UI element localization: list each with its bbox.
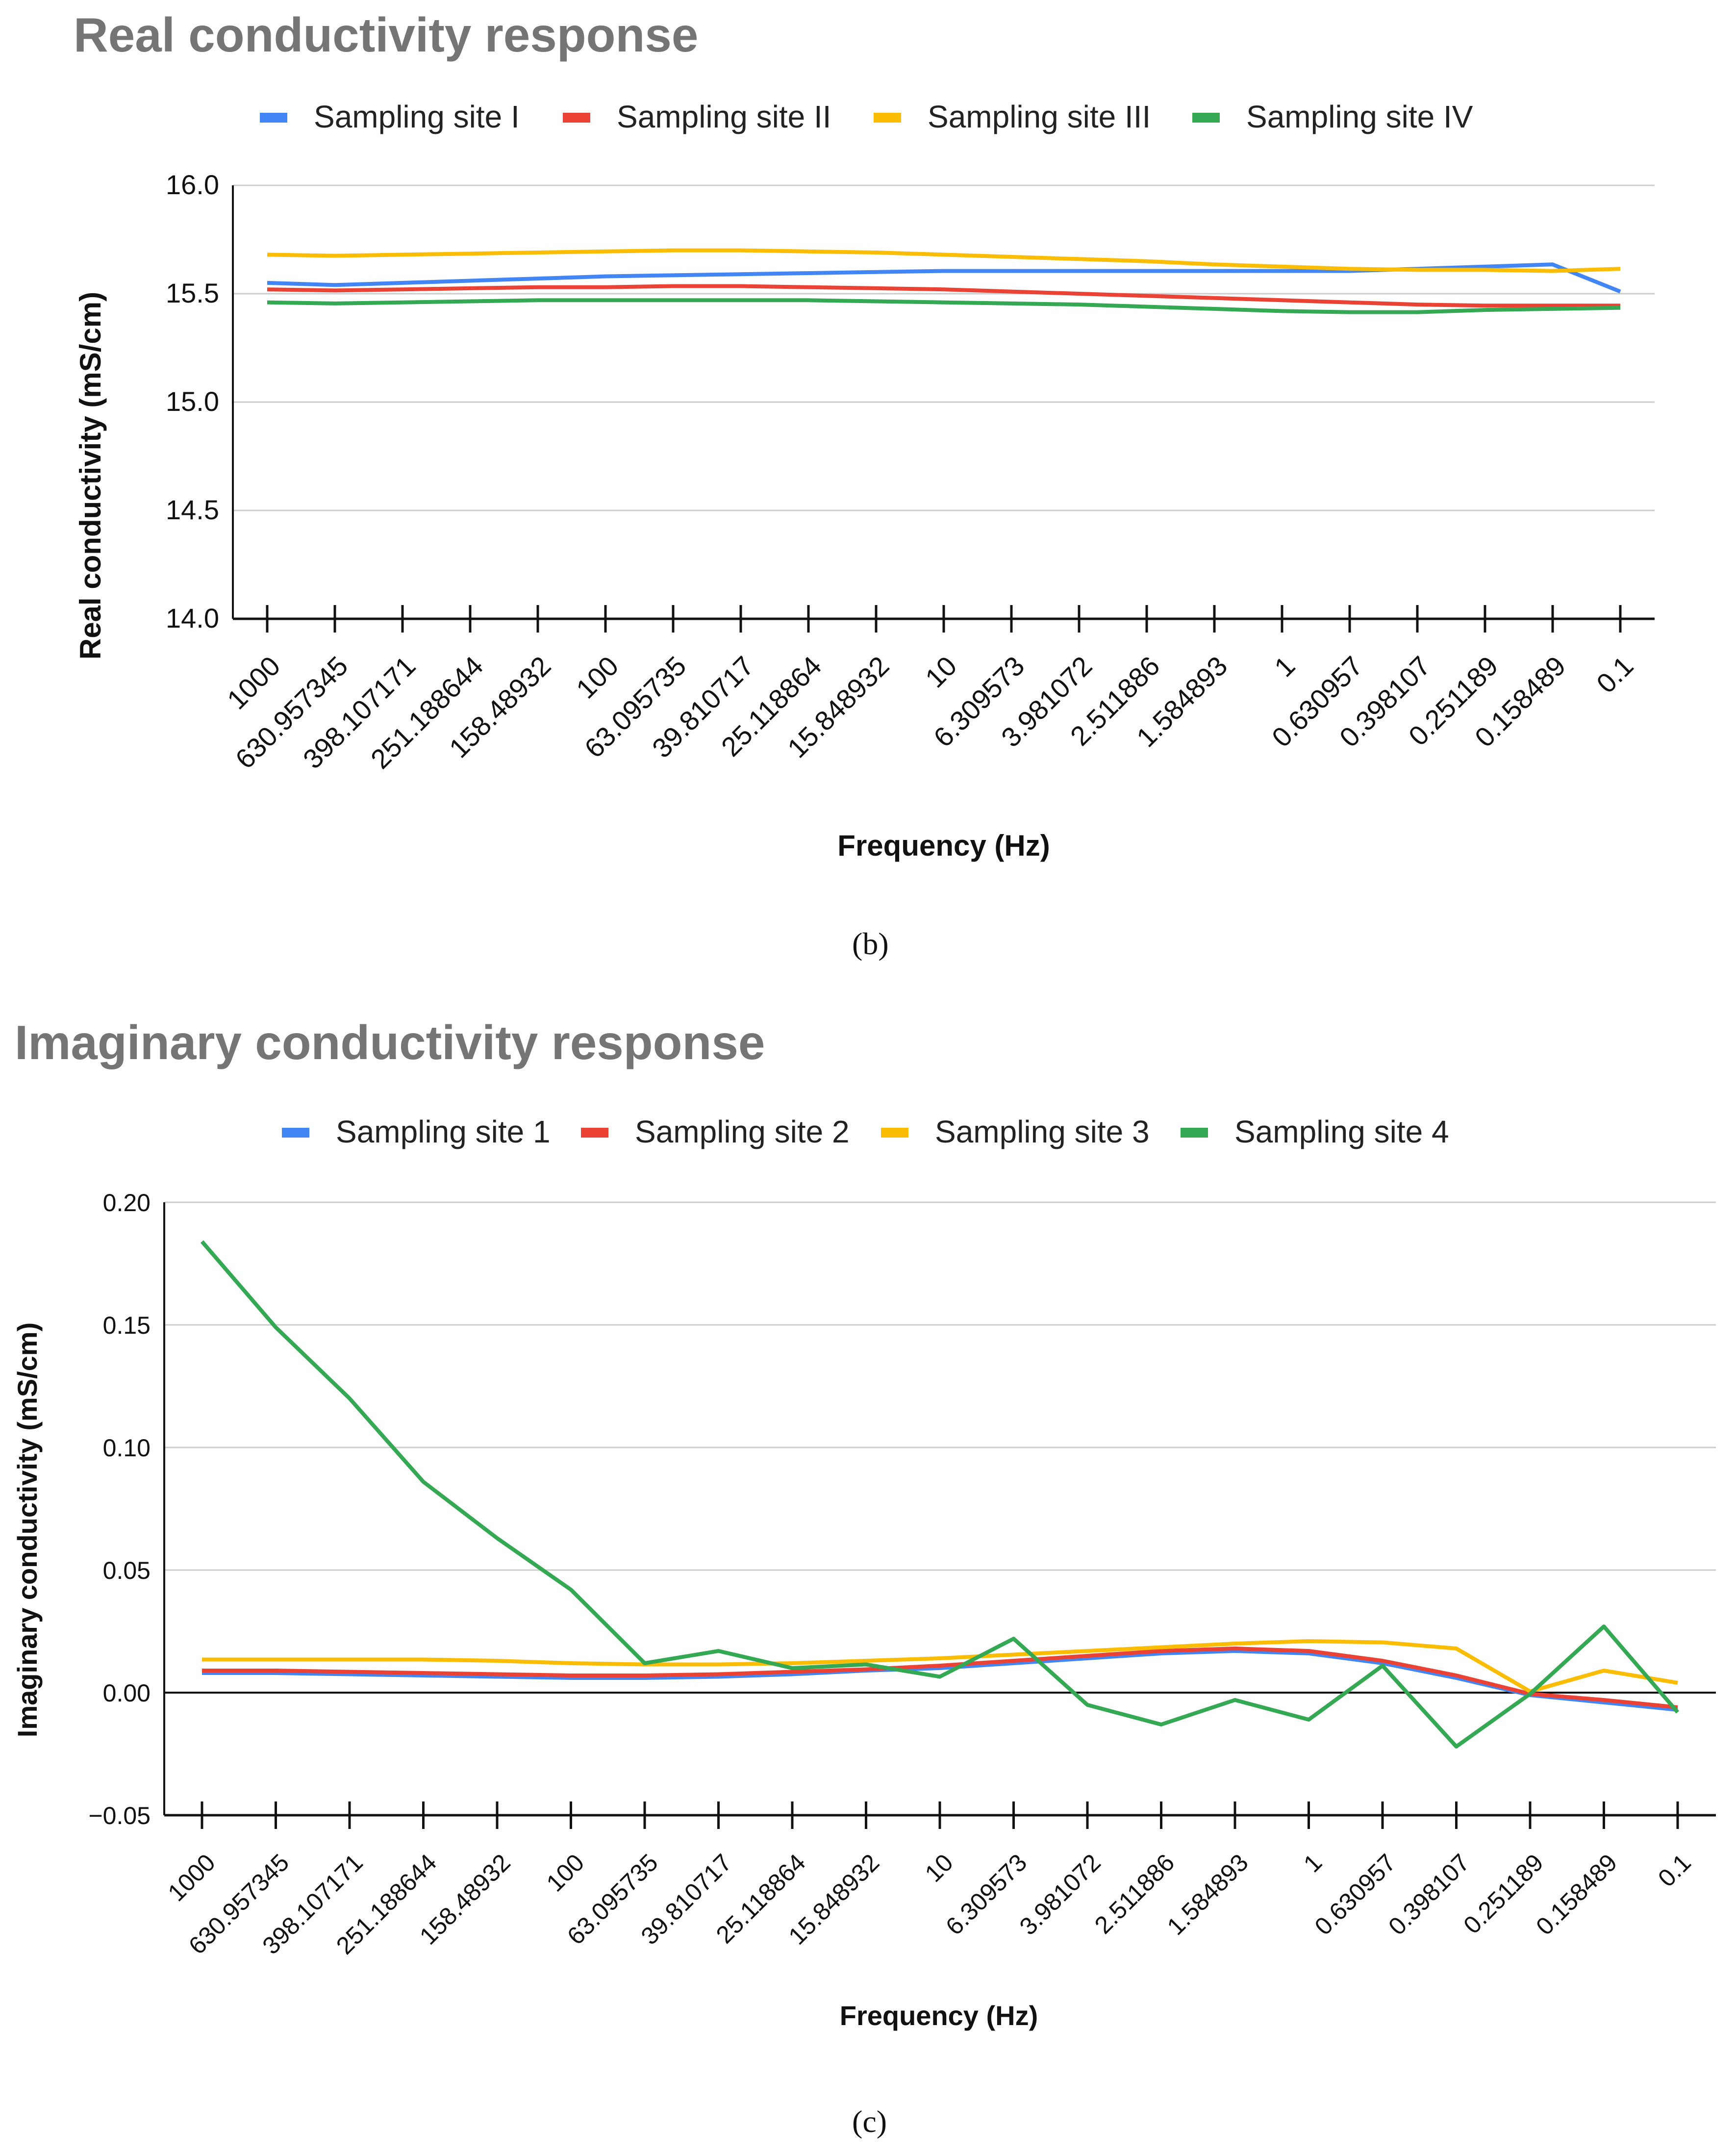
legend-swatch-sampling-site-iv <box>1192 113 1220 123</box>
x-tick-label: 0.630957 <box>1309 1849 1401 1940</box>
real-conductivity-panel: Real conductivity response Sampling site … <box>0 0 1736 976</box>
legend-swatch-sampling-site-iii <box>874 113 901 123</box>
y-tick-label: 15.5 <box>166 278 219 308</box>
y-axis-title: Imaginary conductivity (mS/cm) <box>12 1322 43 1737</box>
x-tick-label: 100 <box>570 650 625 705</box>
legend-swatch-sampling-site-i <box>260 113 287 123</box>
x-tick-label: 10 <box>919 650 963 694</box>
x-tick-label: 0.1 <box>1590 650 1639 699</box>
real-conductivity-chart: Real conductivity response Sampling site … <box>74 8 1655 862</box>
legend-label-sampling-site-4: Sampling site 4 <box>1234 1114 1449 1149</box>
series-line-sampling-site-4 <box>200 1240 1680 1749</box>
series-line-sampling-site-2 <box>202 1647 1678 1709</box>
y-tick-label: 0.10 <box>103 1434 151 1462</box>
series-line-sampling-site-iii <box>267 248 1621 273</box>
imaginary-conductivity-chart: Imaginary conductivity response Sampling … <box>12 1015 1716 2031</box>
y-tick-label: 0.15 <box>103 1312 151 1339</box>
series-line-sampling-site-1 <box>202 1649 1678 1712</box>
x-tick-label: 1 <box>1268 650 1301 683</box>
series-line-sampling-site-ii <box>267 284 1620 308</box>
y-axis-title: Real conductivity (mS/cm) <box>74 292 107 659</box>
x-tick-label: 1.584893 <box>1162 1849 1254 1940</box>
x-tick-label: 100 <box>541 1849 590 1897</box>
series-line-sampling-site-iv <box>267 298 1621 314</box>
x-tick-label: 0.158489 <box>1531 1849 1622 1940</box>
x-tick-label: 3.981072 <box>1014 1849 1106 1940</box>
y-tick-label: 14.0 <box>166 603 219 634</box>
chart-title: Imaginary conductivity response <box>15 1015 765 1069</box>
x-tick-label: 1 <box>1298 1849 1327 1877</box>
imaginary-conductivity-panel: Imaginary conductivity response Sampling … <box>0 1000 1736 2156</box>
legend-swatch-sampling-site-3 <box>881 1128 908 1138</box>
x-tick-label: 0.398107 <box>1383 1849 1475 1940</box>
legend-swatch-sampling-site-ii <box>563 113 590 123</box>
x-axis-title: Frequency (Hz) <box>840 2000 1038 2031</box>
x-tick-label: 10 <box>920 1849 958 1887</box>
y-tick-label: 16.0 <box>166 169 219 200</box>
legend-swatch-sampling-site-1 <box>282 1128 309 1138</box>
legend-label-sampling-site-1: Sampling site 1 <box>336 1114 551 1149</box>
caption-c: (c) <box>852 2104 887 2139</box>
caption-b: (b) <box>852 926 889 961</box>
legend-label-sampling-site-i: Sampling site I <box>314 99 520 134</box>
legend-label-sampling-site-iv: Sampling site IV <box>1246 99 1473 134</box>
legend-swatch-sampling-site-4 <box>1181 1128 1208 1138</box>
legend-label-sampling-site-iii: Sampling site III <box>928 99 1151 134</box>
legend-label-sampling-site-ii: Sampling site II <box>617 99 831 134</box>
series-line-sampling-site-3 <box>202 1639 1678 1694</box>
x-tick-label: 1000 <box>163 1849 221 1906</box>
x-tick-label: 6.309573 <box>940 1849 1032 1940</box>
legend-swatch-sampling-site-2 <box>581 1128 608 1138</box>
y-tick-label: 15.0 <box>166 386 219 417</box>
legend-label-sampling-site-3: Sampling site 3 <box>935 1114 1150 1149</box>
x-axis-title: Frequency (Hz) <box>837 829 1050 862</box>
y-tick-label: 0.05 <box>103 1557 151 1584</box>
y-tick-label: −0.05 <box>88 1802 151 1829</box>
chart-title: Real conductivity response <box>74 8 698 62</box>
x-tick-label: 0.1 <box>1653 1849 1696 1892</box>
y-tick-label: 0.20 <box>103 1189 151 1217</box>
y-tick-label: 14.5 <box>166 494 219 525</box>
legend-label-sampling-site-2: Sampling site 2 <box>635 1114 850 1149</box>
y-tick-label: 0.00 <box>103 1679 151 1707</box>
